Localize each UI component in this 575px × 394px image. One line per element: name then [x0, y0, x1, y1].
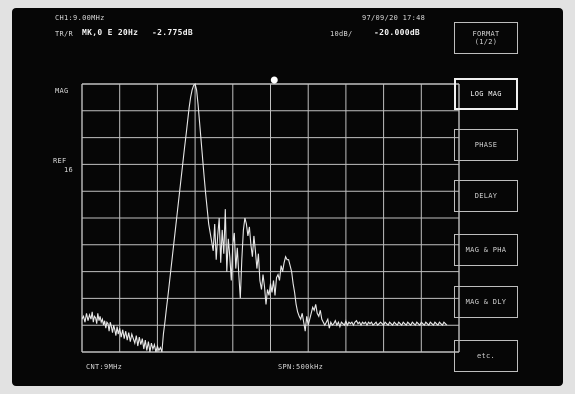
marker-trace-label: TR/R — [55, 30, 74, 38]
reference-position: 16 — [64, 166, 74, 174]
softkey-etc[interactable]: etc. — [454, 340, 518, 372]
channel-label: CH1:9.00MHz — [55, 14, 105, 22]
reference-level: -20.000dB — [374, 28, 421, 37]
marker-frequency: MK,0 E 20Hz — [82, 28, 139, 37]
softkey-mag-dly[interactable]: MAG & DLY — [454, 286, 518, 318]
marker-value: -2.775dB — [152, 28, 193, 37]
center-frequency-label: CNT:9MHz — [86, 363, 123, 371]
grid — [81, 83, 460, 353]
softkey-delay[interactable]: DELAY — [454, 180, 518, 212]
measurement-trace — [81, 82, 448, 353]
softkey-format-1-2[interactable]: FORMAT (1/2) — [454, 22, 518, 54]
marker-dot — [270, 76, 278, 84]
softkey-mag-pha[interactable]: MAG & PHA — [454, 234, 518, 266]
softkey-phase[interactable]: PHASE — [454, 129, 518, 161]
scale-label: 10dB/ — [330, 30, 353, 38]
format-label: MAG — [55, 87, 69, 95]
reference-label: REF — [53, 157, 67, 165]
span-label: SPN:500kHz — [278, 363, 324, 371]
softkey-log-mag[interactable]: LOG MAG — [454, 78, 518, 110]
datetime-label: 97/09/20 17:48 — [362, 14, 426, 22]
